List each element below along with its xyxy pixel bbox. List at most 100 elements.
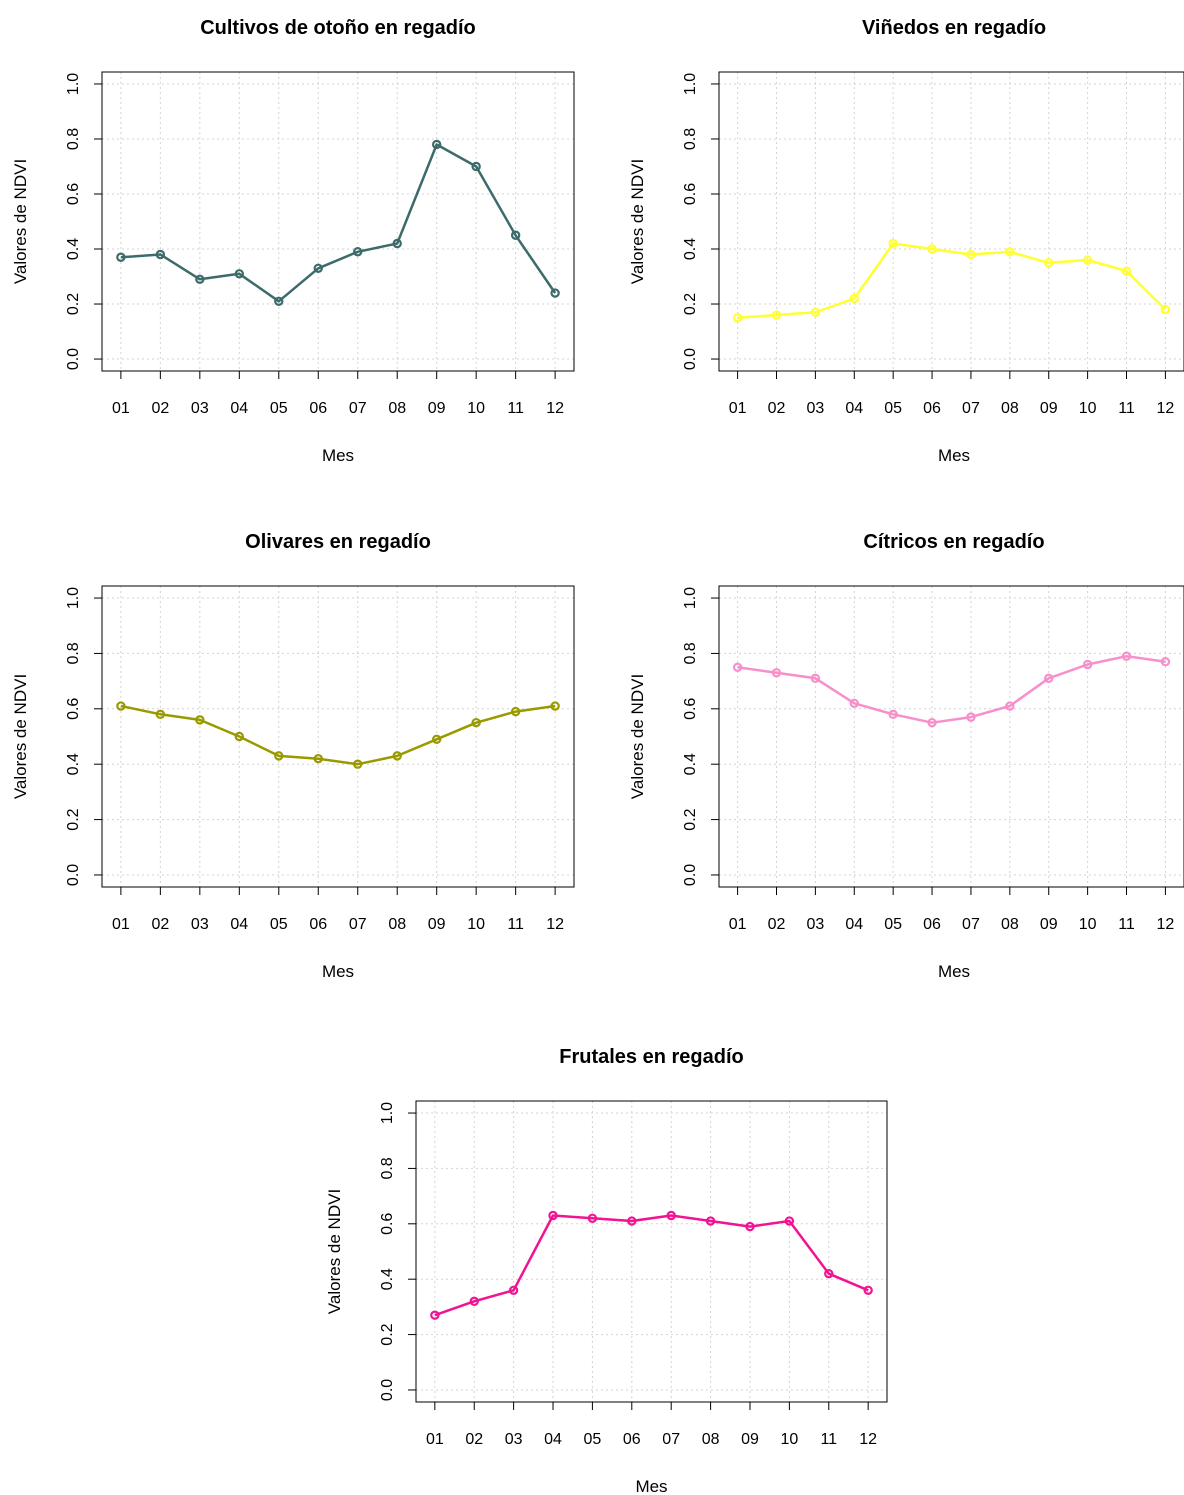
data-point: [732, 313, 743, 323]
x-axis-label: Mes: [938, 446, 970, 465]
data-point: [431, 139, 442, 150]
y-axis: 0.0 0.2 0.4 0.6 0.8 1.0: [65, 73, 102, 370]
x-axis-label: Mes: [938, 962, 970, 981]
y-axis: 0.0 0.2 0.4 0.6 0.8 1.0: [379, 1102, 416, 1401]
data-point: [274, 296, 284, 306]
x-tick-label: 10: [467, 916, 485, 933]
y-tick-label: 0.0: [65, 864, 82, 886]
data-point: [313, 753, 323, 764]
y-tick-label: 0.8: [379, 1157, 396, 1179]
x-tick-label: 02: [151, 400, 169, 417]
x-axis-label: Mes: [322, 962, 354, 981]
data-point: [587, 1213, 598, 1223]
data-point: [810, 307, 821, 317]
x-tick-label: 11: [507, 400, 524, 417]
data-point: [195, 715, 205, 725]
y-tick-label: 0.6: [65, 698, 82, 720]
y-tick-label: 0.6: [65, 183, 82, 205]
x-tick-label: 01: [112, 916, 130, 933]
chart-panel: Olivares en regadío 01 02 03 04 05 06 07 08 09 10 1…: [11, 531, 575, 981]
y-tick-label: 1.0: [65, 73, 82, 95]
grid: [719, 586, 1184, 887]
data-point: [849, 698, 859, 708]
data-point: [353, 247, 363, 257]
data-point: [392, 238, 402, 249]
data-point: [510, 230, 521, 240]
series-line: [737, 242, 1167, 320]
x-tick-label: 01: [729, 400, 747, 417]
x-tick-label: 11: [820, 1431, 837, 1448]
data-point: [1121, 266, 1132, 276]
series-line: [737, 654, 1166, 724]
data-point: [666, 1210, 676, 1221]
y-tick-label: 0.8: [682, 128, 699, 150]
x-tick-label: 05: [884, 916, 902, 933]
data-point: [353, 759, 363, 769]
x-tick-label: 04: [845, 916, 863, 933]
x-tick-label: 09: [428, 400, 446, 417]
x-tick-label: 07: [962, 916, 980, 933]
y-tick-label: 0.4: [682, 238, 699, 260]
data-point: [771, 310, 782, 320]
x-tick-label: 08: [388, 400, 406, 417]
y-tick-label: 0.2: [379, 1323, 396, 1345]
data-point: [745, 1221, 755, 1232]
grid: [102, 72, 574, 371]
data-point: [234, 269, 245, 279]
y-tick-label: 1.0: [379, 1102, 396, 1124]
data-point: [784, 1216, 795, 1226]
data-point: [313, 263, 323, 273]
data-point: [469, 1296, 479, 1307]
y-tick-label: 0.0: [65, 348, 82, 370]
x-tick-label: 07: [349, 916, 367, 933]
x-tick-label: 10: [1079, 400, 1097, 417]
x-tick-label: 12: [546, 400, 564, 417]
plot-frame: [718, 71, 1184, 372]
data-point: [849, 293, 859, 304]
data-point: [732, 662, 743, 672]
chart-title: Viñedos en regadío: [862, 17, 1046, 39]
data-point: [771, 668, 782, 678]
x-tick-label: 08: [1001, 400, 1019, 417]
x-tick-label: 12: [1157, 916, 1175, 933]
data-point: [548, 1210, 558, 1221]
x-tick-label: 03: [806, 916, 824, 933]
data-point: [471, 161, 481, 172]
y-tick-label: 0.8: [65, 642, 82, 664]
plot-frame: [415, 1100, 888, 1403]
x-axis-label: Mes: [635, 1477, 667, 1495]
x-tick-label: 01: [426, 1431, 444, 1448]
data-point: [274, 751, 284, 761]
data-point: [810, 673, 821, 684]
x-tick-label: 06: [623, 1431, 641, 1448]
data-point: [430, 1310, 440, 1320]
x-tick-label: 12: [1157, 400, 1175, 417]
grid: [102, 586, 574, 887]
data-point: [888, 238, 898, 249]
x-axis: 01 02 03 04 05 06 07 08 09 10 11 12: [729, 371, 1175, 417]
data-point: [510, 706, 521, 717]
x-tick-label: 08: [1001, 916, 1019, 933]
y-tick-label: 0.2: [682, 808, 699, 830]
y-tick-label: 0.2: [65, 808, 82, 830]
x-tick-label: 03: [191, 400, 209, 417]
data-point: [116, 701, 126, 711]
x-tick-label: 03: [191, 916, 209, 933]
x-tick-label: 08: [702, 1431, 720, 1448]
chart-panel: Cítricos en regadío 01 02 03 04 05 06 07 08 09 10 1…: [628, 531, 1184, 981]
y-axis: 0.0 0.2 0.4 0.6 0.8 1.0: [65, 587, 102, 886]
x-tick-label: 07: [349, 400, 367, 417]
x-tick-label: 01: [729, 916, 747, 933]
y-tick-label: 0.4: [65, 753, 82, 775]
x-tick-label: 06: [923, 916, 941, 933]
y-tick-label: 0.8: [682, 642, 699, 664]
data-point: [116, 252, 126, 262]
y-tick-label: 1.0: [682, 73, 699, 95]
x-axis: 01 02 03 04 05 06 07 08 09 10 11 12: [426, 1402, 877, 1448]
x-tick-label: 09: [741, 1431, 759, 1448]
x-tick-label: 11: [507, 916, 524, 933]
data-point: [1160, 657, 1171, 667]
x-tick-label: 07: [962, 400, 980, 417]
plot-frame: [101, 585, 575, 888]
y-tick-label: 0.6: [379, 1213, 396, 1235]
